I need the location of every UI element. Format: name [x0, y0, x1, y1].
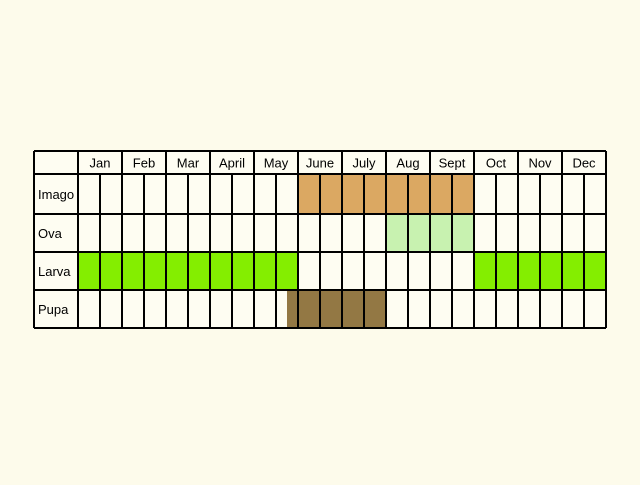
month-label-april: April [219, 156, 245, 171]
stage-bar-pupa [287, 290, 386, 328]
month-label-june: June [306, 156, 334, 171]
month-label-aug: Aug [396, 156, 419, 171]
month-label-oct: Oct [486, 156, 507, 171]
month-label-dec: Dec [572, 156, 596, 171]
month-label-july: July [352, 156, 376, 171]
stage-label-larva: Larva [38, 264, 71, 279]
month-label-mar: Mar [177, 156, 200, 171]
stage-label-ova: Ova [38, 226, 63, 241]
stage-label-pupa: Pupa [38, 302, 69, 317]
month-label-may: May [264, 156, 289, 171]
stage-label-imago: Imago [38, 187, 74, 202]
month-label-feb: Feb [133, 156, 155, 171]
month-label-sept: Sept [439, 156, 466, 171]
month-label-nov: Nov [528, 156, 552, 171]
month-label-jan: Jan [90, 156, 111, 171]
